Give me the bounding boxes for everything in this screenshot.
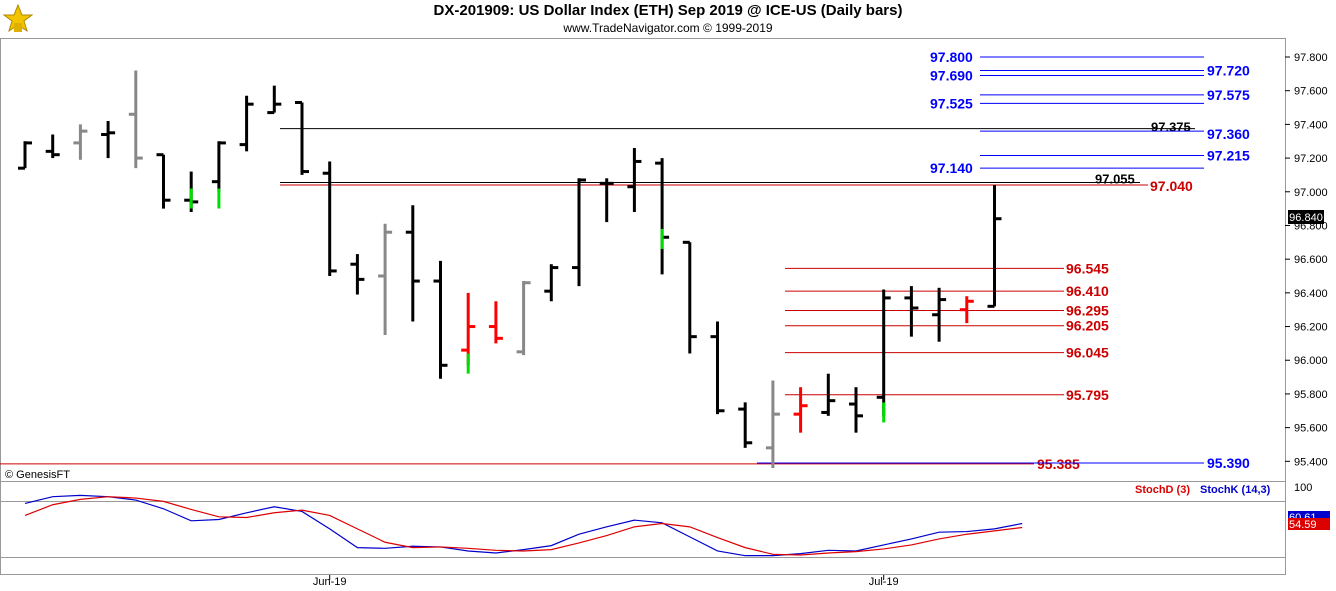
level-label-95-390: 95.390 [1207, 455, 1250, 471]
level-label-97-575: 97.575 [1207, 87, 1250, 103]
level-label-95-385: 95.385 [1037, 456, 1080, 472]
stoch-d-last-box [1288, 518, 1330, 530]
y-tick-label: 97.600 [1294, 86, 1328, 98]
level-label-96-545: 96.545 [1066, 260, 1109, 276]
level-label-96-045: 96.045 [1066, 345, 1109, 361]
level-label-97-140: 97.140 [930, 160, 973, 176]
y-tick-label: 95.600 [1294, 423, 1328, 435]
level-label-95-795: 95.795 [1066, 387, 1109, 403]
x-tick-label: Jun-19 [313, 576, 347, 588]
level-label-96-295: 96.295 [1066, 303, 1109, 319]
stochastic-lines [24, 494, 1023, 557]
stoch-d-last-label: 54.59 [1289, 519, 1317, 531]
y-tick-label: 96.000 [1294, 355, 1328, 367]
y-tick-label: 97.200 [1294, 153, 1328, 165]
price-levels: 97.800 97.720 97.690 97.575 97.525 97.375 97.3… [0, 49, 1250, 472]
last-price-box [1288, 210, 1324, 224]
stoch-panel-frame [0, 481, 1286, 575]
y-tick-label: 95.400 [1294, 456, 1328, 468]
level-label-97-055: 97.055 [1095, 172, 1135, 187]
stoch-top-tick: 100 [1294, 482, 1312, 494]
y-tick-label: 95.800 [1294, 389, 1328, 401]
copyright-label: © GenesisFT [5, 469, 70, 481]
level-label-97-375: 97.375 [1151, 120, 1191, 135]
stoch-k-line [24, 494, 1023, 557]
y-tick-label: 97.800 [1294, 52, 1328, 64]
level-label-97-690: 97.690 [930, 68, 973, 84]
date-x-axis: Jun-19 Jul-19 [313, 575, 899, 588]
level-label-97-525: 97.525 [930, 95, 973, 111]
level-label-97-720: 97.720 [1207, 62, 1250, 78]
y-tick-label: 97.400 [1294, 119, 1328, 131]
ohlc-bars [18, 70, 1002, 469]
stoch-d-line [24, 496, 1023, 556]
level-label-97-215: 97.215 [1207, 148, 1250, 164]
price-y-axis: 95.400 95.600 95.800 96.000 96.200 96.400 96.6… [1285, 52, 1328, 468]
level-label-97-800: 97.800 [930, 49, 973, 65]
chart-title: DX-201909: US Dollar Index (ETH) Sep 201… [433, 2, 903, 19]
level-label-96-410: 96.410 [1066, 283, 1109, 299]
level-label-97-360: 97.360 [1207, 126, 1250, 142]
level-label-96-205: 96.205 [1066, 318, 1109, 334]
y-tick-label: 96.200 [1294, 322, 1328, 334]
x-tick-label: Jul-19 [869, 576, 899, 588]
y-tick-label: 96.400 [1294, 288, 1328, 300]
last-price-label: 96.840 [1289, 212, 1323, 224]
y-tick-label: 97.000 [1294, 187, 1328, 199]
stoch-d-legend: StochD (3) [1135, 484, 1190, 496]
trade-navigator-logo-icon [2, 3, 34, 40]
level-label-97-040: 97.040 [1150, 178, 1193, 194]
y-tick-label: 96.600 [1294, 254, 1328, 266]
stoch-k-legend: StochK (14,3) [1200, 484, 1271, 496]
chart-subtitle: www.TradeNavigator.com © 1999-2019 [563, 21, 773, 35]
